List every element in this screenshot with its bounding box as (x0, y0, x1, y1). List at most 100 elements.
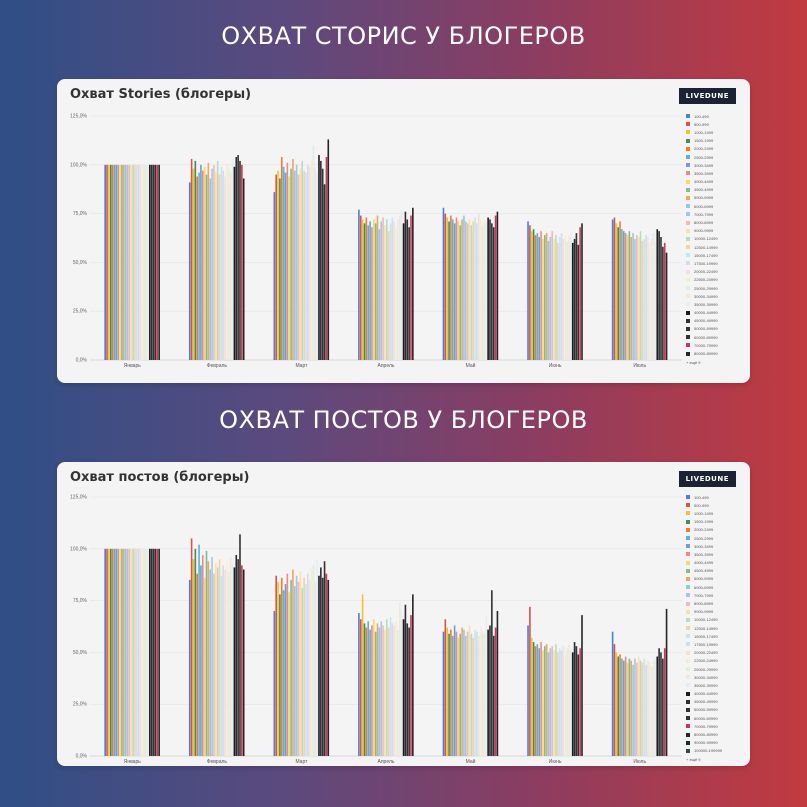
bar (201, 170, 204, 360)
legend-item[interactable]: 500-999 (686, 501, 722, 509)
bar (553, 238, 555, 360)
legend-swatch (686, 163, 690, 168)
legend-item[interactable]: 22500-24999 (686, 657, 722, 665)
legend-item[interactable]: 70000-79999 (686, 722, 722, 730)
legend-item[interactable]: 4000-4499 (686, 178, 718, 186)
legend-item[interactable]: 20000-22499 (686, 649, 722, 657)
bar (288, 176, 291, 360)
bar (292, 158, 294, 360)
legend-item[interactable]: 5000-5999 (686, 194, 718, 202)
bar (453, 223, 456, 360)
bar (665, 608, 668, 756)
legend-item[interactable]: 4500-4999 (686, 186, 718, 194)
bar (573, 642, 576, 756)
legend-item[interactable]: 1000-1499 (686, 509, 722, 517)
legend-item[interactable]: 3000-3499 (686, 161, 718, 169)
legend-item[interactable]: 1500-1999 (686, 518, 722, 526)
legend-item[interactable]: 2500-2999 (686, 153, 718, 161)
bar (233, 166, 236, 360)
legend-item[interactable]: 9000-9999 (686, 608, 722, 616)
bar (560, 233, 563, 360)
posts-heading: ОХВАТ ПОСТОВ У БЛОГЕРОВ (219, 406, 588, 434)
legend-item[interactable]: 60000-69999 (686, 333, 718, 341)
legend-item[interactable]: 6000-6999 (686, 202, 718, 210)
bar (149, 164, 151, 360)
bar (222, 170, 225, 360)
legend-label: 30000-34999 (694, 293, 718, 299)
legend-item[interactable]: 2000-2499 (686, 526, 722, 534)
bar (128, 164, 131, 360)
legend-item[interactable]: 9000-9999 (686, 227, 718, 235)
legend-item[interactable]: 3500-3999 (686, 169, 718, 177)
bar (359, 619, 362, 756)
legend-item[interactable]: 3000-3499 (686, 542, 722, 550)
legend-item[interactable]: 4000-4499 (686, 559, 722, 567)
legend-item[interactable]: 10000-12499 (686, 235, 718, 243)
legend-item[interactable]: 2000-2499 (686, 145, 718, 153)
legend-item[interactable]: 100-499 (686, 493, 722, 501)
legend-item[interactable]: 7000-7999 (686, 591, 722, 599)
bar (226, 162, 228, 360)
legend-item[interactable]: 17500-19999 (686, 640, 722, 648)
legend-item[interactable]: 25000-29999 (686, 284, 718, 292)
bar (615, 223, 618, 360)
legend-item[interactable]: 8000-8999 (686, 218, 718, 226)
legend-item[interactable]: 15000-17499 (686, 251, 718, 259)
bar (391, 623, 394, 756)
legend-item[interactable]: 90000-99999 (686, 739, 722, 747)
bar (540, 642, 542, 756)
bar (224, 176, 226, 360)
bar (630, 237, 633, 360)
legend-item[interactable]: 25000-29999 (686, 665, 722, 673)
bar (391, 217, 394, 360)
stories-heading: ОХВАТ СТОРИС У БЛОГЕРОВ (221, 22, 586, 50)
legend-swatch (686, 601, 690, 606)
legend-label: 70000-79999 (694, 342, 718, 348)
legend-item[interactable]: 5000-5999 (686, 575, 722, 583)
bar (374, 631, 377, 756)
bar (121, 164, 123, 360)
legend-item[interactable]: 40000-44999 (686, 309, 718, 317)
legend-item[interactable]: 100-499 (686, 112, 718, 120)
legend-item[interactable]: 50000-59999 (686, 706, 722, 714)
legend-item[interactable]: 45000-49999 (686, 698, 722, 706)
bar (126, 548, 129, 756)
legend-label: 4500-4999 (694, 568, 714, 574)
legend-item[interactable]: 15000-17499 (686, 632, 722, 640)
legend-item[interactable]: 50000-59999 (686, 325, 718, 333)
legend-item[interactable]: 6000-6999 (686, 583, 722, 591)
legend-item[interactable]: 30000-34999 (686, 673, 722, 681)
legend-item[interactable]: 12500-14999 (686, 624, 722, 632)
legend-item[interactable]: 2500-2999 (686, 534, 722, 542)
legend-item[interactable]: 80000-89999 (686, 349, 718, 357)
legend-item[interactable]: 3500-3999 (686, 550, 722, 558)
legend-item[interactable]: 70000-79999 (686, 341, 718, 349)
legend-item[interactable]: 1500-1999 (686, 137, 718, 145)
legend-item[interactable]: 40000-44999 (686, 690, 722, 698)
legend-item[interactable]: 45000-49999 (686, 317, 718, 325)
legend-item[interactable]: 12500-14999 (686, 243, 718, 251)
legend-item[interactable]: 500-999 (686, 120, 718, 128)
legend-item[interactable]: 7000-7999 (686, 210, 718, 218)
legend-item[interactable]: 80000-89999 (686, 730, 722, 738)
legend-item[interactable]: 20000-22499 (686, 268, 718, 276)
bar (106, 164, 108, 360)
legend-item[interactable]: 1000-1499 (686, 128, 718, 136)
legend-item[interactable]: 22500-24999 (686, 276, 718, 284)
bar (581, 223, 583, 360)
legend-item[interactable]: 35000-39999 (686, 300, 718, 308)
legend-item[interactable]: 100000-199999 (686, 747, 722, 755)
legend-swatch (686, 552, 690, 557)
legend-item[interactable]: 8000-8999 (686, 599, 722, 607)
bar (393, 625, 396, 756)
legend-item[interactable]: 17500-19999 (686, 259, 718, 267)
bar (647, 660, 649, 756)
legend-item[interactable]: 10000-12499 (686, 616, 722, 624)
legend-item[interactable]: 4500-4999 (686, 567, 722, 575)
legend-item[interactable]: 30000-34999 (686, 292, 718, 300)
legend-more-link[interactable]: + ещё 9 (686, 757, 701, 762)
legend-item[interactable]: 35000-39999 (686, 681, 722, 689)
legend-item[interactable]: 60000-69999 (686, 714, 722, 722)
legend-more-link[interactable]: + ещё 9 (686, 359, 701, 365)
x-tick-label: Апрель (378, 759, 395, 765)
